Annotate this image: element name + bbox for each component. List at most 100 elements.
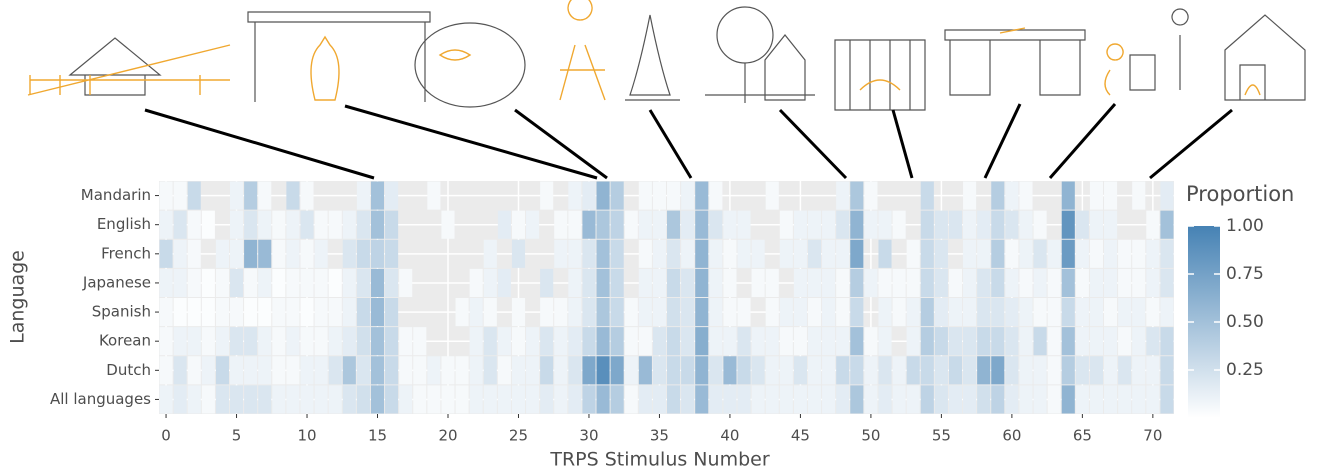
heatmap-cell bbox=[1075, 385, 1089, 414]
heatmap-cell bbox=[201, 298, 215, 327]
heatmap-cell bbox=[836, 356, 850, 385]
heatmap-cell bbox=[1061, 385, 1075, 414]
heatmap-cell bbox=[441, 356, 455, 385]
heatmap-cell bbox=[399, 268, 413, 297]
heatmap-cell bbox=[258, 239, 272, 268]
heatmap-cell bbox=[652, 239, 666, 268]
heatmap-cell bbox=[215, 356, 229, 385]
heatmap-cell bbox=[723, 385, 737, 414]
heatmap-cell bbox=[638, 385, 652, 414]
heatmap-cell bbox=[215, 268, 229, 297]
heatmap-cell bbox=[229, 298, 244, 327]
heatmap-cell bbox=[1047, 385, 1061, 414]
heatmap-cell bbox=[638, 356, 652, 385]
heatmap-cell bbox=[610, 210, 624, 239]
heatmap-cell bbox=[568, 327, 582, 356]
heatmap-cell bbox=[173, 210, 187, 239]
heatmap-cell bbox=[610, 356, 624, 385]
heatmap-cell bbox=[807, 298, 822, 327]
heatmap-cell bbox=[906, 239, 920, 268]
heatmap-cell bbox=[1075, 210, 1089, 239]
heatmap-cell bbox=[624, 298, 638, 327]
heatmap-cell bbox=[441, 385, 455, 414]
y-tick-label: French bbox=[101, 244, 151, 262]
heatmap-cell bbox=[582, 385, 596, 414]
heatmap-cell bbox=[850, 239, 864, 268]
illustration-fishbowl bbox=[414, 22, 526, 108]
heatmap-cell bbox=[1061, 356, 1075, 385]
heatmap-cell bbox=[709, 298, 723, 327]
heatmap-cell bbox=[779, 239, 793, 268]
heatmap-cell bbox=[878, 210, 892, 239]
heatmap-cell bbox=[201, 385, 215, 414]
heatmap-cell bbox=[173, 239, 187, 268]
heatmap-cell bbox=[765, 385, 779, 414]
heatmap-cell bbox=[399, 356, 413, 385]
heatmap-cell bbox=[1005, 181, 1019, 210]
heatmap-cell bbox=[638, 181, 652, 210]
heatmap-cell bbox=[1132, 268, 1146, 297]
heatmap-cell bbox=[1075, 356, 1089, 385]
heatmap-cell bbox=[201, 210, 215, 239]
heatmap-cell bbox=[328, 356, 342, 385]
heatmap-cell bbox=[342, 298, 356, 327]
heatmap-cell bbox=[1104, 268, 1118, 297]
heatmap-cell bbox=[568, 181, 582, 210]
y-tick-label: Korean bbox=[99, 332, 151, 350]
heatmap-cell bbox=[229, 210, 244, 239]
heatmap-cell bbox=[540, 268, 554, 297]
heatmap-cell bbox=[526, 327, 540, 356]
heatmap-cell bbox=[1104, 356, 1118, 385]
heatmap-cell bbox=[469, 385, 483, 414]
heatmap-cell bbox=[864, 327, 878, 356]
heatmap-cell bbox=[948, 356, 963, 385]
x-tick-label: 35 bbox=[650, 427, 669, 445]
heatmap-cell bbox=[568, 385, 582, 414]
heatmap-cell bbox=[652, 181, 666, 210]
heatmap-cell bbox=[314, 268, 328, 297]
heatmap-cell bbox=[187, 210, 201, 239]
heatmap-cell bbox=[948, 327, 963, 356]
heatmap-cell bbox=[1033, 239, 1047, 268]
heatmap-cell bbox=[709, 210, 723, 239]
y-tick-label: Japanese bbox=[82, 273, 151, 291]
heatmap-cell bbox=[1104, 210, 1118, 239]
heatmap-cell bbox=[1033, 385, 1047, 414]
heatmap-cell bbox=[836, 210, 850, 239]
heatmap-cell bbox=[1019, 239, 1033, 268]
heatmap-cell bbox=[723, 210, 737, 239]
heatmap-cell bbox=[1132, 327, 1146, 356]
colorbar-tick-label: 0.75 bbox=[1226, 264, 1264, 284]
heatmap-cell bbox=[779, 210, 793, 239]
heatmap-cell bbox=[751, 385, 765, 414]
heatmap-cell bbox=[948, 268, 963, 297]
heatmap-cell bbox=[258, 210, 272, 239]
heatmap-cell bbox=[878, 298, 892, 327]
heatmap-cell bbox=[991, 356, 1005, 385]
heatmap-cell bbox=[300, 327, 314, 356]
heatmap-cell bbox=[1089, 298, 1104, 327]
heatmap-cell bbox=[610, 239, 624, 268]
y-axis-title: Language bbox=[7, 250, 29, 344]
heatmap-cell bbox=[920, 268, 934, 297]
heatmap-cell bbox=[187, 327, 201, 356]
heatmap-cell bbox=[272, 210, 286, 239]
heatmap-cell bbox=[244, 210, 258, 239]
heatmap-cell bbox=[991, 385, 1005, 414]
heatmap-cell bbox=[1005, 356, 1019, 385]
heatmap-cell bbox=[807, 210, 822, 239]
heatmap-cell bbox=[526, 210, 540, 239]
heatmap-cell bbox=[342, 210, 356, 239]
heatmap-cell bbox=[1118, 356, 1132, 385]
heatmap-cell bbox=[709, 268, 723, 297]
heatmap-cell bbox=[723, 356, 737, 385]
heatmap-cell bbox=[709, 327, 723, 356]
heatmap-cell bbox=[596, 181, 610, 210]
heatmap-cell bbox=[356, 298, 370, 327]
heatmap-cell bbox=[1132, 356, 1146, 385]
heatmap-cell bbox=[681, 356, 695, 385]
heatmap-cell bbox=[511, 356, 526, 385]
heatmap-cell bbox=[723, 327, 737, 356]
heatmap-cell bbox=[187, 268, 201, 297]
heatmap-cell bbox=[1132, 385, 1146, 414]
